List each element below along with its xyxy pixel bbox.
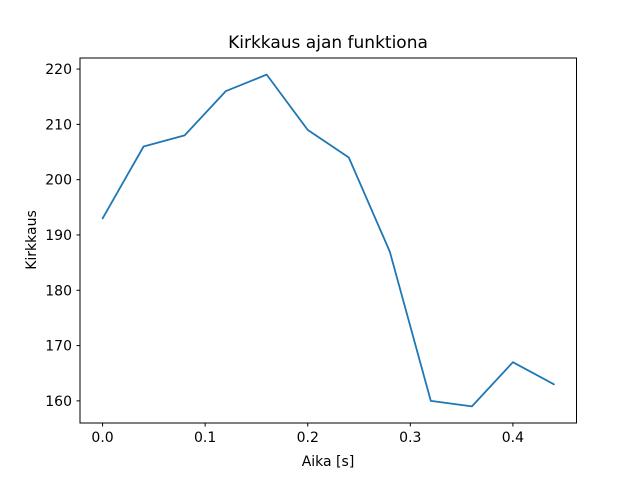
y-tick-label: 180	[45, 283, 72, 299]
y-tick-label: 160	[45, 394, 72, 410]
x-tick-label: 0.4	[502, 430, 524, 446]
x-tick-label: 0.0	[91, 430, 113, 446]
y-tick-label: 170	[45, 339, 72, 355]
x-tick-label: 0.3	[399, 430, 421, 446]
data-line-series	[101, 73, 555, 408]
y-tick-label: 210	[45, 117, 72, 133]
y-tick-label: 190	[45, 228, 72, 244]
y-tick-label: 220	[45, 62, 72, 78]
plot-area: 0.0 0.1 0.2 0.3 0.4 160 170 180 190 200 210 220	[45, 57, 577, 446]
plot-border	[79, 57, 577, 424]
chart-title: Kirkkaus ajan funktiona	[228, 33, 428, 53]
y-axis-label: Kirkkaus	[24, 210, 40, 270]
x-axis-label: Aika [s]	[302, 454, 355, 470]
x-tick-label: 0.2	[297, 430, 319, 446]
y-tick-label: 200	[45, 173, 72, 189]
x-tick-label: 0.1	[194, 430, 216, 446]
